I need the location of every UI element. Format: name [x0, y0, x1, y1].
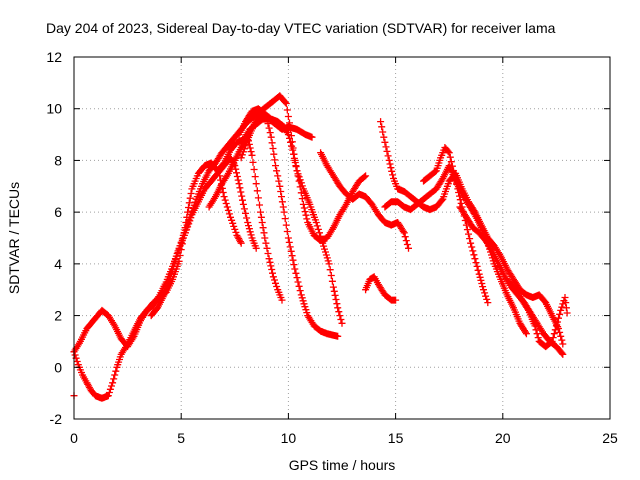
y-tick-label: 4: [54, 256, 62, 272]
data-point-markers: [381, 162, 530, 338]
data-point-markers: [237, 110, 342, 340]
series-track-8: [216, 172, 245, 247]
data-point-markers: [362, 273, 400, 304]
series-track-9: [317, 149, 412, 252]
series-track-2: [70, 115, 316, 356]
data-point-markers: [420, 144, 492, 307]
series-track-11: [420, 144, 492, 307]
series-track-6: [237, 110, 342, 340]
data-point-markers: [70, 115, 316, 356]
x-tick-label: 5: [177, 430, 185, 446]
x-tick-label: 0: [70, 430, 78, 446]
data-point-markers: [235, 105, 346, 327]
x-axis-label: GPS time / hours: [289, 457, 396, 473]
x-tick-label: 25: [602, 430, 618, 446]
y-tick-label: 12: [46, 49, 62, 65]
data-point-markers: [70, 154, 260, 402]
y-axis-label: SDTVAR / TECUs: [6, 182, 22, 294]
grid-lines: [74, 57, 610, 419]
y-tick-label: -2: [50, 411, 63, 427]
y-tick-label: 10: [46, 101, 62, 117]
x-tick-label: 15: [388, 430, 404, 446]
series-track-12: [381, 162, 530, 338]
x-axis-ticks: 0 5 10 15 20 25: [70, 57, 618, 446]
series-track-15: [362, 273, 400, 304]
series-track-5: [235, 105, 346, 327]
series-track-7: [205, 133, 286, 304]
data-point-markers: [317, 149, 412, 252]
plot-frame: [73, 56, 611, 420]
series-track-3: [70, 154, 260, 402]
chart-title: Day 204 of 2023, Sidereal Day-to-day VTE…: [46, 20, 556, 36]
data-point-markers: [505, 278, 571, 351]
y-tick-label: 2: [54, 308, 62, 324]
y-tick-label: 8: [54, 152, 62, 168]
x-tick-label: 10: [281, 430, 297, 446]
data-marks: [70, 92, 571, 402]
data-point-markers: [216, 172, 245, 247]
y-tick-label: 6: [54, 204, 62, 220]
series-track-14: [505, 278, 571, 351]
data-point-markers: [205, 133, 286, 304]
y-axis-ticks: -2 0 2 4 6 8 10 12: [46, 49, 610, 427]
y-tick-label: 0: [54, 359, 62, 375]
x-tick-label: 20: [495, 430, 511, 446]
